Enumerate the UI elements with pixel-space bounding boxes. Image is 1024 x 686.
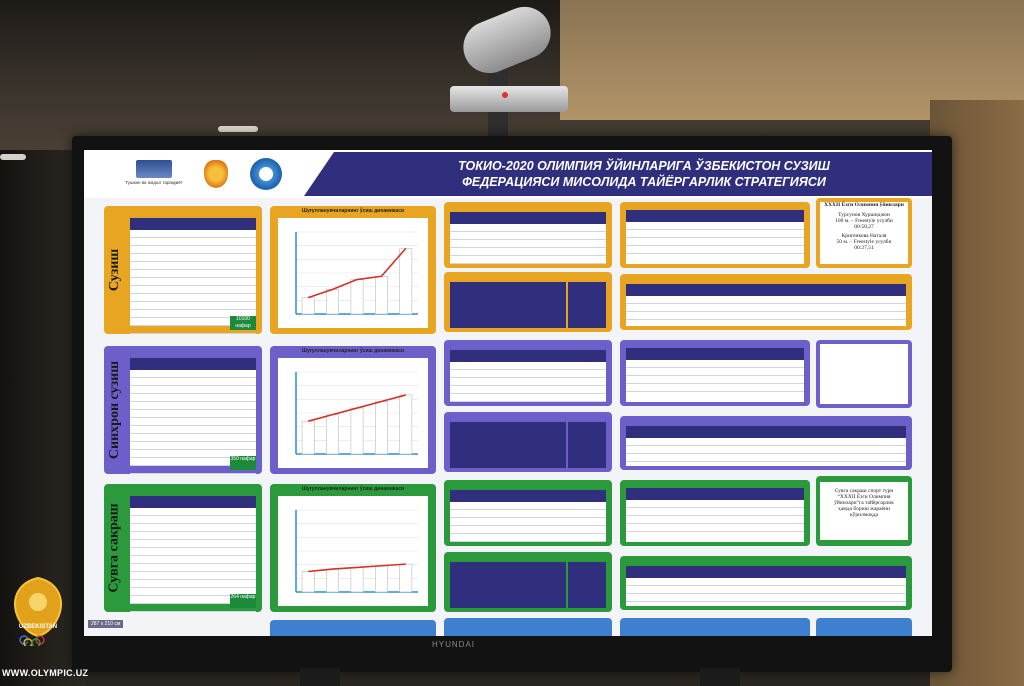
qualifiers-info: ХХХII Ёзги Олимпия ўйинлари Турсунов Хур… <box>820 202 908 264</box>
ministry-logo-icon <box>136 160 172 178</box>
scale-note: 287 x 210 см <box>88 620 124 628</box>
swim-stats-panel: Сузиш 10100 нафар <box>104 206 262 334</box>
chart-bar <box>326 414 339 455</box>
ceiling-light <box>218 126 258 132</box>
trend-line <box>308 563 406 573</box>
chart-bar <box>375 565 388 593</box>
swimming-federation-logo-icon <box>250 158 282 190</box>
row-label-swimming: Сузиш <box>107 248 122 292</box>
chart-bar <box>326 568 339 593</box>
sync-info-panel <box>816 340 912 408</box>
trend-line <box>307 247 407 299</box>
chart-bar <box>326 289 339 315</box>
chart-bar <box>399 248 413 315</box>
dive-coaches-table <box>620 480 810 546</box>
olympic-committee-watermark-icon: UZBEKISTAN <box>14 576 62 646</box>
swim-funding-table <box>444 272 612 332</box>
swim-qualifiers-panel: ХХХII Ёзги Олимпия ўйинлари Турсунов Хур… <box>816 198 912 268</box>
chart-title: Шуғулланувчиларнинг ўсиш динамикаси <box>301 348 405 354</box>
chart-title: Шуғулланувчиларнинг ўсиш динамикаси <box>301 208 405 214</box>
sync-stats-panel: Синхрон сузиш 350 нафар <box>104 346 262 474</box>
chart-title: Шуғулланувчиларнинг ўсиш динамикаси <box>301 486 405 492</box>
swim-achievements-table <box>620 274 912 330</box>
ceiling-light <box>0 154 26 160</box>
diving-info: Сувга сакраш спорт тури “ХХХII Ёзги Олим… <box>820 482 908 540</box>
olympic-committee-emblem-icon <box>204 160 228 188</box>
watermark-country: UZBEKISTAN <box>19 624 57 630</box>
dive-events-table <box>444 480 612 546</box>
sync-events-table <box>444 340 612 406</box>
sync-growth-chart-panel: Шуғулланувчиларнинг ўсиш динамикаси <box>270 346 436 474</box>
row-label-synchronized: Синхрон сузиш <box>107 360 123 460</box>
chart-bar <box>350 279 364 315</box>
camera-base <box>450 86 568 112</box>
dive-achievements-table <box>620 556 912 610</box>
swim-growth-chart-panel: Шуғулланувчиларнинг ўсиш динамикаси <box>270 206 436 334</box>
trend-line <box>307 394 407 422</box>
watermark-url: WWW.OLYMPIC.UZ <box>2 668 89 678</box>
total-count-badge: 10100 нафар <box>230 316 256 330</box>
chart-bar <box>399 394 413 455</box>
stats-table <box>130 358 256 474</box>
page-title: ТОКИО-2020 ОЛИМПИЯ ЎЙИНЛАРИГА ЎЗБЕКИСТОН… <box>458 159 830 189</box>
chart-bar <box>375 275 388 315</box>
sync-coaches-table <box>620 340 810 406</box>
swim-events-table <box>444 202 612 268</box>
dive-funding-table <box>444 552 612 612</box>
swim-coaches-table <box>620 202 810 268</box>
growth-chart <box>278 496 428 606</box>
chart-bar <box>399 563 413 593</box>
growth-chart <box>278 218 428 328</box>
dive-stats-panel: Сувга сакраш 264 нафар <box>104 484 262 612</box>
sync-funding-table <box>444 412 612 472</box>
stats-table <box>130 496 256 612</box>
dive-qualifiers-panel: Сувга сакраш спорт тури “ХХХII Ёзги Олим… <box>816 476 912 546</box>
header: Тушкин ва жадал тараққиёт ТОКИО-2020 ОЛИ… <box>84 150 932 198</box>
chart-bar <box>301 571 315 593</box>
monitor-stand <box>300 668 340 686</box>
monitor-stand <box>700 668 740 686</box>
row-label-diving: Сувга сакраш <box>107 503 122 593</box>
dive-growth-chart-panel: Шуғулланувчиларнинг ўсиш динамикаси <box>270 484 436 612</box>
chart-bar <box>301 297 315 315</box>
title-band <box>304 152 932 196</box>
total-count-badge: 350 нафар <box>230 456 256 470</box>
camera-led <box>502 92 508 98</box>
chart-bar <box>350 567 364 593</box>
total-count-badge: 264 нафар <box>230 594 256 608</box>
sync-achievements-table <box>620 416 912 470</box>
logo-caption: Тушкин ва жадал тараққиёт <box>125 180 183 185</box>
presentation-screen: Тушкин ва жадал тараққиёт ТОКИО-2020 ОЛИ… <box>84 150 932 636</box>
chart-bar <box>350 407 364 455</box>
monitor-brand: HYUNDAI <box>432 640 476 649</box>
chart-bar <box>301 420 315 455</box>
chart-bar <box>375 401 388 455</box>
growth-chart <box>278 358 428 468</box>
stats-table <box>130 218 256 334</box>
